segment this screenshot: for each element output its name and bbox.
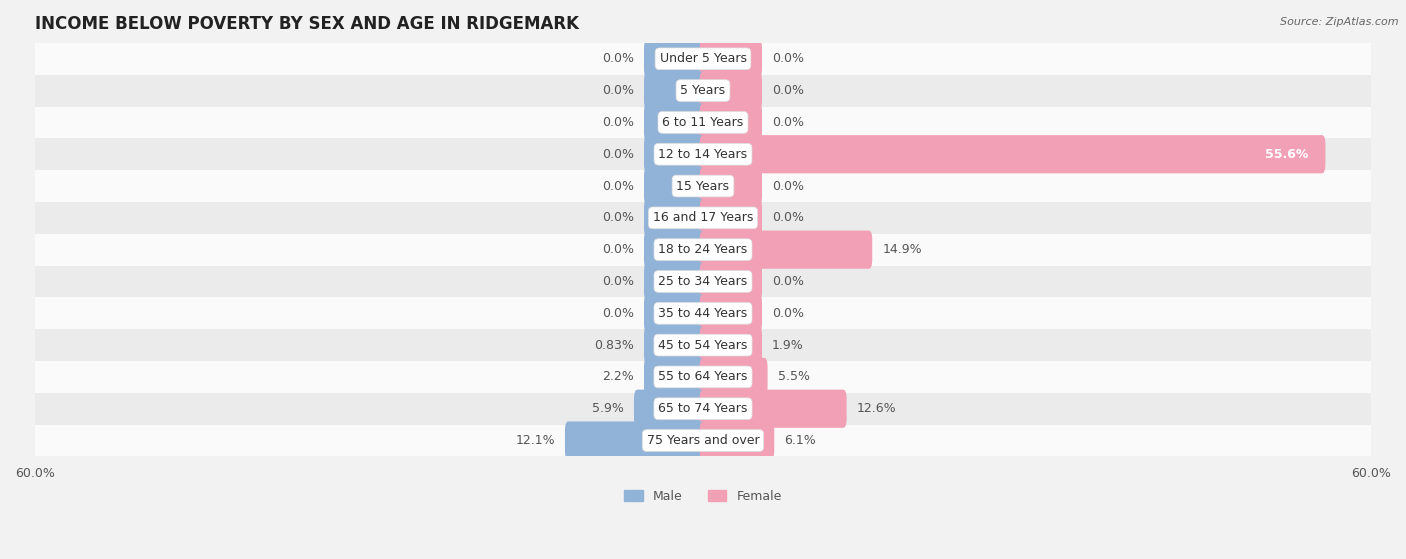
Text: 0.0%: 0.0% [602, 243, 634, 256]
Text: 0.83%: 0.83% [595, 339, 634, 352]
Text: 2.2%: 2.2% [602, 371, 634, 383]
FancyBboxPatch shape [700, 199, 762, 237]
FancyBboxPatch shape [700, 135, 1326, 173]
Bar [35, 75, 1371, 107]
Text: 35 to 44 Years: 35 to 44 Years [658, 307, 748, 320]
Text: 5 Years: 5 Years [681, 84, 725, 97]
Text: Under 5 Years: Under 5 Years [659, 53, 747, 65]
Text: 5.9%: 5.9% [592, 402, 624, 415]
Text: 6 to 11 Years: 6 to 11 Years [662, 116, 744, 129]
Text: 0.0%: 0.0% [602, 211, 634, 224]
FancyBboxPatch shape [644, 40, 706, 78]
Bar [35, 138, 1371, 170]
Text: 18 to 24 Years: 18 to 24 Years [658, 243, 748, 256]
Text: 75 Years and over: 75 Years and over [647, 434, 759, 447]
Text: 0.0%: 0.0% [772, 53, 804, 65]
FancyBboxPatch shape [644, 358, 706, 396]
FancyBboxPatch shape [634, 390, 706, 428]
FancyBboxPatch shape [700, 262, 762, 301]
FancyBboxPatch shape [644, 135, 706, 173]
FancyBboxPatch shape [700, 167, 762, 205]
FancyBboxPatch shape [700, 72, 762, 110]
FancyBboxPatch shape [644, 167, 706, 205]
FancyBboxPatch shape [700, 358, 768, 396]
FancyBboxPatch shape [644, 230, 706, 269]
FancyBboxPatch shape [644, 326, 706, 364]
Text: 0.0%: 0.0% [602, 275, 634, 288]
Legend: Male, Female: Male, Female [619, 485, 787, 508]
FancyBboxPatch shape [644, 72, 706, 110]
FancyBboxPatch shape [700, 294, 762, 333]
Text: 55 to 64 Years: 55 to 64 Years [658, 371, 748, 383]
FancyBboxPatch shape [700, 390, 846, 428]
FancyBboxPatch shape [700, 230, 872, 269]
Text: 0.0%: 0.0% [602, 148, 634, 161]
FancyBboxPatch shape [644, 262, 706, 301]
Bar [35, 266, 1371, 297]
FancyBboxPatch shape [700, 40, 762, 78]
Bar [35, 43, 1371, 75]
Bar [35, 393, 1371, 425]
FancyBboxPatch shape [700, 103, 762, 141]
FancyBboxPatch shape [644, 103, 706, 141]
Text: 0.0%: 0.0% [602, 84, 634, 97]
Text: 0.0%: 0.0% [602, 179, 634, 192]
Text: 0.0%: 0.0% [602, 307, 634, 320]
Text: 15 Years: 15 Years [676, 179, 730, 192]
Text: 65 to 74 Years: 65 to 74 Years [658, 402, 748, 415]
Text: 55.6%: 55.6% [1265, 148, 1309, 161]
Bar [35, 425, 1371, 457]
FancyBboxPatch shape [644, 294, 706, 333]
Text: Source: ZipAtlas.com: Source: ZipAtlas.com [1281, 17, 1399, 27]
Text: 0.0%: 0.0% [772, 275, 804, 288]
Text: 16 and 17 Years: 16 and 17 Years [652, 211, 754, 224]
Text: INCOME BELOW POVERTY BY SEX AND AGE IN RIDGEMARK: INCOME BELOW POVERTY BY SEX AND AGE IN R… [35, 15, 579, 33]
Bar [35, 329, 1371, 361]
Text: 6.1%: 6.1% [785, 434, 815, 447]
Text: 14.9%: 14.9% [882, 243, 922, 256]
FancyBboxPatch shape [700, 421, 775, 459]
Bar [35, 234, 1371, 266]
Text: 0.0%: 0.0% [772, 179, 804, 192]
Text: 1.9%: 1.9% [772, 339, 804, 352]
Text: 25 to 34 Years: 25 to 34 Years [658, 275, 748, 288]
Text: 12.1%: 12.1% [515, 434, 555, 447]
Bar [35, 107, 1371, 138]
Text: 12 to 14 Years: 12 to 14 Years [658, 148, 748, 161]
Text: 0.0%: 0.0% [772, 211, 804, 224]
Bar [35, 297, 1371, 329]
Text: 0.0%: 0.0% [772, 116, 804, 129]
Text: 0.0%: 0.0% [602, 53, 634, 65]
FancyBboxPatch shape [700, 326, 762, 364]
Text: 0.0%: 0.0% [772, 84, 804, 97]
Text: 45 to 54 Years: 45 to 54 Years [658, 339, 748, 352]
Text: 5.5%: 5.5% [778, 371, 810, 383]
FancyBboxPatch shape [644, 199, 706, 237]
Text: 0.0%: 0.0% [772, 307, 804, 320]
Bar [35, 170, 1371, 202]
Text: 12.6%: 12.6% [856, 402, 896, 415]
Text: 0.0%: 0.0% [602, 116, 634, 129]
Bar [35, 202, 1371, 234]
FancyBboxPatch shape [565, 421, 706, 459]
Bar [35, 361, 1371, 393]
